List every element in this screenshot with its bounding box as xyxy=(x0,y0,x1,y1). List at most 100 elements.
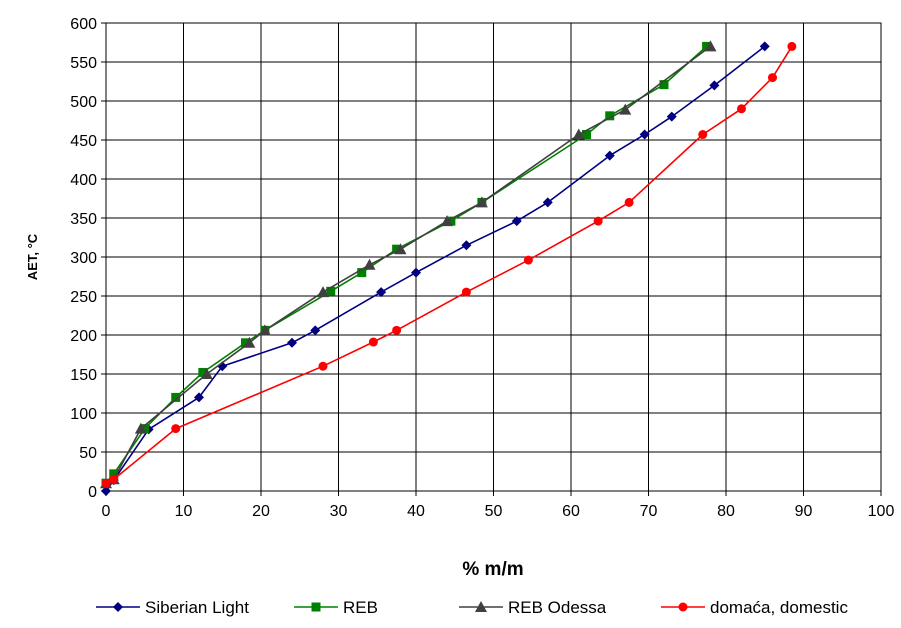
data-point xyxy=(392,244,402,254)
legend-label: REB xyxy=(343,598,378,617)
data-point xyxy=(666,111,677,122)
legend-item-3: domaća, domestic xyxy=(661,598,848,617)
data-point xyxy=(702,41,712,51)
data-point xyxy=(511,216,522,227)
plot-border xyxy=(105,22,882,492)
y-tick-label: 550 xyxy=(70,55,97,72)
data-point xyxy=(441,215,453,227)
series-3 xyxy=(101,41,797,488)
data-point xyxy=(363,258,376,270)
data-point xyxy=(394,243,407,255)
legend-label: domaća, domestic xyxy=(710,598,848,617)
data-point xyxy=(639,129,650,140)
x-tick-label: 70 xyxy=(640,503,658,520)
y-tick-label: 600 xyxy=(70,16,97,33)
data-point xyxy=(194,392,204,403)
data-point xyxy=(787,41,797,51)
y-tick-label: 400 xyxy=(70,172,97,189)
y-tick-label: 0 xyxy=(88,484,97,501)
data-point xyxy=(698,130,708,140)
data-point xyxy=(198,367,208,377)
data-point xyxy=(200,368,213,379)
series-layer xyxy=(100,40,797,496)
x-tick-label: 50 xyxy=(485,503,503,520)
legend-label: REB Odessa xyxy=(508,598,607,617)
data-point xyxy=(461,287,471,297)
data-point xyxy=(542,197,553,208)
legend-item-2: REB Odessa xyxy=(459,598,607,617)
y-tick-labels: 0 50 100 150 200 250 300 350 400 450 500 550 600 xyxy=(70,16,97,501)
legend-marker xyxy=(678,602,688,612)
legend-item-0: Siberian Light xyxy=(96,598,249,617)
x-axis-title: % m/m xyxy=(462,559,523,580)
legend: Siberian Light REB REB Odessa domaća, domes… xyxy=(96,598,848,617)
data-point xyxy=(376,287,387,298)
data-point xyxy=(171,392,181,402)
y-tick-label: 100 xyxy=(70,406,97,423)
y-tick-label: 200 xyxy=(70,328,97,345)
data-point xyxy=(446,216,456,226)
data-point xyxy=(475,196,488,208)
data-point xyxy=(604,150,615,161)
x-tick-label: 60 xyxy=(562,503,580,520)
data-point xyxy=(624,197,634,207)
data-point xyxy=(140,424,150,434)
legend-label: Siberian Light xyxy=(145,598,249,617)
data-point xyxy=(461,240,472,251)
series-line xyxy=(105,45,711,484)
x-tick-label: 10 xyxy=(175,503,193,520)
x-tick-labels: 0 10 20 30 40 50 60 70 80 90 100 xyxy=(102,503,895,520)
y-tick-label: 150 xyxy=(70,367,97,384)
data-point xyxy=(572,128,585,140)
series-0 xyxy=(101,41,770,496)
y-tick-label: 50 xyxy=(79,445,97,462)
data-point xyxy=(287,337,297,348)
data-point xyxy=(101,478,111,488)
y-tick-label: 350 xyxy=(70,211,97,228)
data-point xyxy=(593,216,603,226)
data-point xyxy=(704,40,717,52)
legend-marker xyxy=(311,602,321,612)
data-point xyxy=(392,325,402,335)
data-point xyxy=(709,80,720,91)
data-point xyxy=(759,41,770,52)
y-tick-label: 450 xyxy=(70,133,97,150)
data-point xyxy=(243,336,256,348)
x-tick-label: 20 xyxy=(252,503,270,520)
legend-marker xyxy=(475,601,487,612)
x-tick-label: 0 xyxy=(102,503,111,520)
y-tick-label: 500 xyxy=(70,94,97,111)
data-point xyxy=(357,268,367,278)
data-point xyxy=(171,424,181,434)
data-point xyxy=(368,337,378,347)
x-tick-label: 40 xyxy=(407,503,425,520)
series-line xyxy=(105,45,793,484)
data-point xyxy=(659,80,669,90)
data-point xyxy=(326,286,336,296)
data-point xyxy=(411,267,421,278)
x-tick-label: 80 xyxy=(717,503,735,520)
data-point xyxy=(768,73,777,83)
data-point xyxy=(258,324,271,336)
y-tick-label: 250 xyxy=(70,289,97,306)
y-axis-title: AET, °C xyxy=(25,233,40,280)
data-point xyxy=(109,474,119,484)
data-point xyxy=(318,361,328,371)
data-point xyxy=(737,104,746,114)
data-point xyxy=(582,130,591,140)
series-2 xyxy=(100,40,717,489)
data-point xyxy=(317,286,329,298)
data-point xyxy=(134,422,147,434)
legend-marker xyxy=(113,602,123,612)
x-tick-label: 100 xyxy=(868,503,895,520)
data-point xyxy=(310,325,321,336)
data-point xyxy=(605,111,615,121)
legend-item-1: REB xyxy=(294,598,378,617)
data-point xyxy=(619,103,632,115)
x-tick-label: 30 xyxy=(330,503,348,520)
x-tick-label: 90 xyxy=(795,503,813,520)
data-point xyxy=(241,338,250,348)
data-point xyxy=(523,255,533,265)
